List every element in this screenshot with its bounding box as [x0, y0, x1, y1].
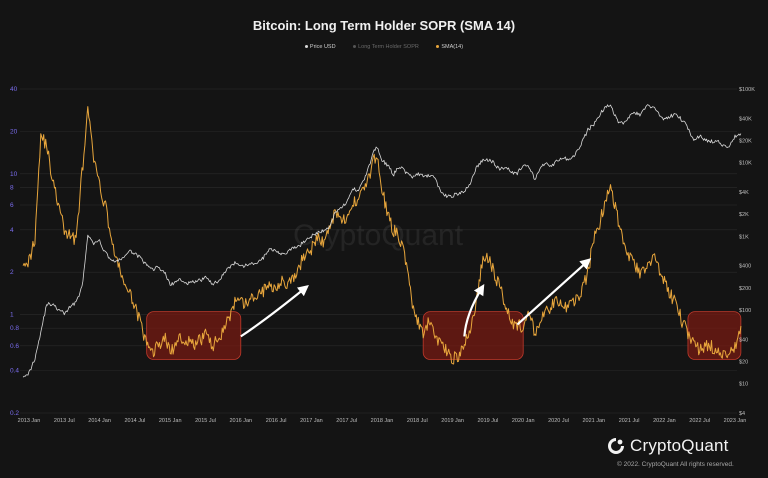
logo-text: CryptoQuant: [630, 436, 729, 455]
copyright: © 2022. CryptoQuant All rights reserved.: [617, 461, 734, 468]
x-tick-label: 2014 Jan: [88, 418, 111, 424]
x-tick-label: 2014 Jul: [125, 418, 146, 424]
x-tick-label: 2018 Jan: [371, 418, 394, 424]
series-line-price: [22, 104, 742, 378]
annotation-arrows: [240, 258, 592, 338]
y-left-tick-label: 8: [10, 184, 14, 191]
chart-title: Bitcoin: Long Term Holder SOPR (SMA 14): [252, 18, 516, 33]
y-right-tick-label: $10K: [739, 161, 752, 167]
x-tick-label: 2022 Jan: [653, 418, 676, 424]
x-tick-label: 2020 Jul: [548, 418, 569, 424]
x-tick-label: 2013 Jan: [18, 418, 41, 424]
highlight-box: [422, 311, 524, 360]
highlight-boxes: [146, 311, 742, 360]
y-left-tick-label: 0.4: [10, 368, 19, 375]
watermark: CryptoQuant: [293, 219, 464, 252]
y-right-tick-label: $4: [739, 411, 745, 417]
y-left-tick-label: 10: [10, 171, 18, 178]
x-tick-label: 2016 Jul: [266, 418, 287, 424]
x-tick-label: 2017 Jan: [300, 418, 323, 424]
brand-logo: CryptoQuant: [608, 436, 729, 456]
legend-dot-sopr: [353, 45, 357, 49]
legend: Price USD Long Term Holder SOPR SMA(14): [0, 44, 768, 50]
legend-dot-price: [304, 45, 308, 49]
y-left-tick-label: 40: [10, 86, 18, 93]
y-axis-right: $4 $10 $20 $40 $100 $200 $400 $1K $2K $4K $10K $20K…: [739, 87, 755, 417]
x-tick-label: 2017 Jul: [336, 418, 357, 424]
y-right-tick-label: $40: [739, 337, 748, 343]
x-tick-label: 2019 Jan: [441, 418, 464, 424]
y-right-tick-label: $400: [739, 264, 751, 270]
legend-item-price[interactable]: Price USD: [304, 44, 336, 50]
annotation-arrow: [463, 284, 485, 337]
x-tick-label: 2021 Jan: [582, 418, 605, 424]
x-axis: 2013 Jan 2013 Jul 2014 Jan 2014 Jul 2015 Jan…: [18, 418, 747, 424]
legend-label-sma: SMA(14): [441, 44, 464, 50]
y-left-tick-label: 0.6: [10, 343, 19, 350]
legend-item-sopr[interactable]: Long Term Holder SOPR: [353, 44, 419, 50]
y-right-tick-label: $200: [739, 286, 751, 292]
y-right-tick-label: $2K: [739, 212, 749, 218]
x-tick-label: 2015 Jan: [159, 418, 182, 424]
series-line-sma14: [22, 106, 742, 365]
legend-dot-sma: [436, 45, 440, 49]
y-left-tick-label: 1: [10, 312, 14, 319]
x-tick-label: 2015 Jul: [195, 418, 216, 424]
y-right-tick-label: $20K: [739, 138, 752, 144]
y-left-tick-label: 20: [10, 128, 18, 135]
annotation-arrow: [516, 258, 592, 326]
y-right-tick-label: $4K: [739, 190, 749, 196]
x-tick-label: 2013 Jul: [54, 418, 75, 424]
y-right-tick-label: $40K: [739, 116, 752, 122]
gridlines: [20, 88, 737, 414]
cryptoquant-logo-icon: [608, 438, 624, 454]
legend-item-sma[interactable]: SMA(14): [436, 44, 463, 50]
x-tick-label: 2018 Jul: [407, 418, 428, 424]
x-tick-label: 2019 Jul: [478, 418, 499, 424]
y-left-tick-label: 4: [10, 227, 14, 234]
y-right-tick-label: $10: [739, 382, 748, 388]
y-axis-left: 0.2 0.4 0.6 0.8 1 2 4 6 8 10 20 40: [10, 86, 19, 417]
legend-label-sopr: Long Term Holder SOPR: [358, 44, 419, 50]
y-right-tick-label: $1K: [739, 234, 749, 240]
x-tick-label: 2016 Jan: [229, 418, 252, 424]
x-tick-label: 2021 Jul: [619, 418, 640, 424]
annotation-arrow: [240, 285, 309, 338]
y-left-tick-label: 6: [10, 202, 14, 209]
y-right-tick-label: $100K: [739, 87, 755, 93]
y-right-tick-label: $100: [739, 308, 751, 314]
y-left-tick-label: 0.2: [10, 410, 19, 417]
y-right-tick-label: $20: [739, 360, 748, 366]
x-tick-label: 2020 Jan: [512, 418, 535, 424]
x-tick-label: 2022 Jul: [689, 418, 710, 424]
x-tick-label: 2023 Jan: [724, 418, 747, 424]
y-left-tick-label: 2: [10, 269, 14, 276]
legend-label-price: Price USD: [309, 44, 336, 50]
y-left-tick-label: 0.8: [10, 325, 19, 332]
series-lines: [22, 104, 742, 378]
